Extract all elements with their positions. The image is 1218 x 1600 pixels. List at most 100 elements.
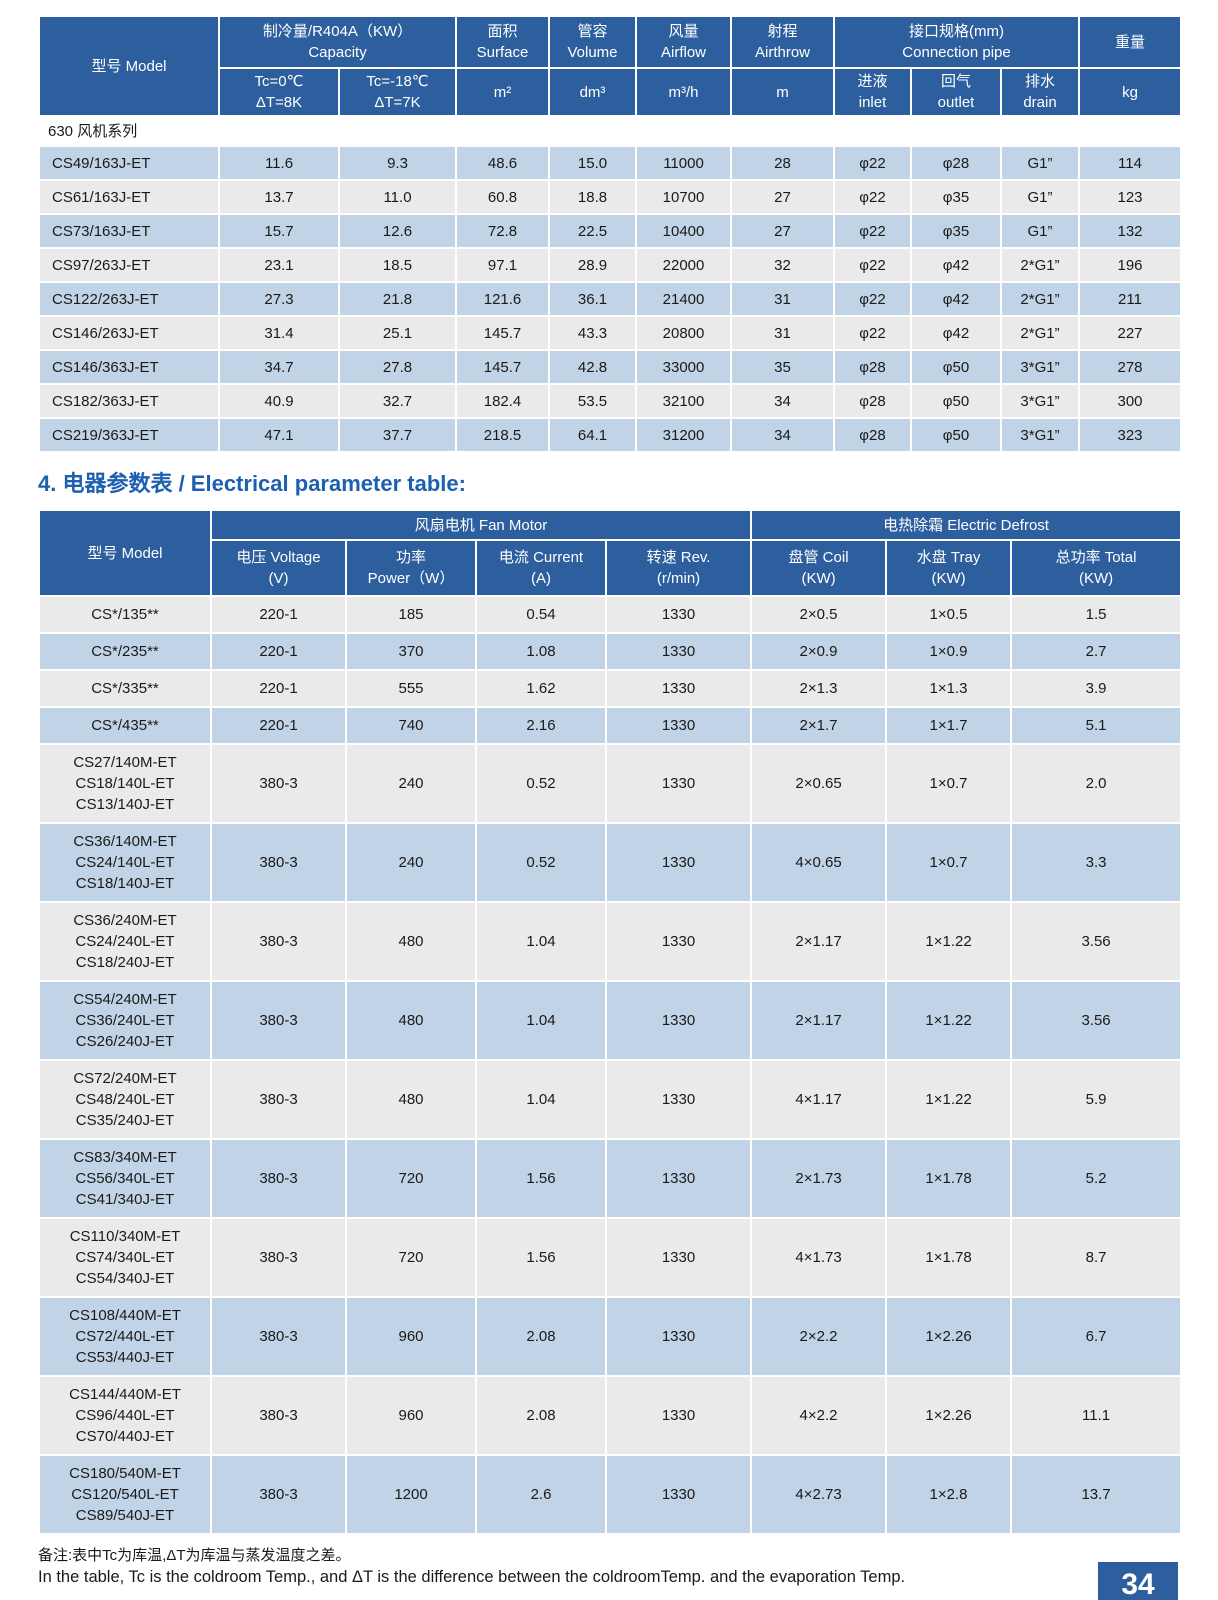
spec-header-surface: 面积 Surface: [455, 15, 551, 69]
value-cell: 300: [1078, 383, 1183, 419]
value-cell: 25.1: [337, 315, 458, 351]
value-cell: 1.56: [475, 1217, 607, 1298]
value-cell: 1330: [604, 669, 753, 708]
value-cell: 2.6: [475, 1454, 607, 1535]
value-cell: φ28: [833, 417, 913, 453]
value-cell: 3.3: [1010, 822, 1183, 903]
spec-header-row-2: Tc=0℃ ΔT=8K Tc=-18℃ ΔT=7K m² dm³ m³/h m …: [39, 67, 1183, 117]
spec-header-capacity-sub-1: Tc=0℃ ΔT=8K: [218, 67, 340, 117]
value-cell: 10700: [635, 179, 733, 215]
value-cell: 132: [1078, 213, 1183, 249]
table-row: CS*/235** 220-1 370 1.08 1330 2×0.9 1×0.9 2.7: [38, 632, 1183, 671]
model-cell: CS49/163J-ET: [38, 145, 220, 181]
value-cell: 1×1.7: [885, 706, 1013, 745]
value-cell: 34: [730, 383, 836, 419]
spec-header-pipe-group: 接口规格(mm) Connection pipe: [833, 15, 1081, 69]
table-row: CS83/340M-ET CS56/340L-ET CS41/340J-ET 38…: [38, 1138, 1183, 1219]
value-cell: 555: [345, 669, 477, 708]
spec-header-drain: 排水 drain: [1000, 67, 1081, 117]
value-cell: 370: [345, 632, 477, 671]
table-row: CS36/140M-ET CS24/140L-ET CS18/140J-ET 38…: [38, 822, 1183, 903]
value-cell: 480: [345, 901, 477, 982]
value-cell: 42.8: [548, 349, 638, 385]
series-section-label: 630 风机系列: [37, 115, 1183, 147]
value-cell: 380-3: [210, 901, 347, 982]
value-cell: 21400: [635, 281, 733, 317]
value-cell: 11.0: [337, 179, 458, 215]
value-cell: 31: [730, 315, 836, 351]
value-cell: 1×1.78: [885, 1138, 1013, 1219]
value-cell: 32100: [635, 383, 733, 419]
value-cell: 1×1.22: [885, 1059, 1013, 1140]
table-row: CS54/240M-ET CS36/240L-ET CS26/240J-ET 38…: [38, 980, 1183, 1061]
table-row: CS122/263J-ET 27.3 21.8 121.6 36.1 21400 31 φ22…: [38, 281, 1183, 317]
value-cell: 0.52: [475, 822, 607, 903]
note-chinese: 备注:表中Tc为库温,ΔT为库温与蒸发温度之差。: [38, 1547, 351, 1564]
model-cell: CS61/163J-ET: [38, 179, 220, 215]
value-cell: 3*G1”: [1000, 383, 1081, 419]
value-cell: 1.56: [475, 1138, 607, 1219]
value-cell: 1330: [604, 743, 753, 824]
value-cell: 1×0.7: [885, 822, 1013, 903]
model-cell: CS36/240M-ET CS24/240L-ET CS18/240J-ET: [38, 901, 212, 982]
value-cell: 1200: [345, 1454, 477, 1535]
value-cell: 3.9: [1010, 669, 1183, 708]
note-english: In the table, Tc is the coldroom Temp., …: [38, 1568, 906, 1586]
value-cell: φ22: [833, 315, 913, 351]
value-cell: 27.3: [218, 281, 340, 317]
value-cell: φ42: [910, 281, 1003, 317]
value-cell: 740: [345, 706, 477, 745]
spec-header-inlet: 进液 inlet: [833, 67, 913, 117]
value-cell: 145.7: [455, 349, 551, 385]
value-cell: 380-3: [210, 822, 347, 903]
table-row: CS108/440M-ET CS72/440L-ET CS53/440J-ET 3…: [38, 1296, 1183, 1377]
elec-header-tray: 水盘 Tray (KW): [885, 539, 1013, 597]
value-cell: 0.54: [475, 595, 607, 634]
value-cell: 21.8: [337, 281, 458, 317]
value-cell: 8.7: [1010, 1217, 1183, 1298]
elec-header-voltage: 电压 Voltage (V): [210, 539, 347, 597]
value-cell: 2×2.2: [750, 1296, 888, 1377]
value-cell: 123: [1078, 179, 1183, 215]
value-cell: φ50: [910, 383, 1003, 419]
value-cell: 1330: [604, 632, 753, 671]
value-cell: 48.6: [455, 145, 551, 181]
model-cell: CS146/363J-ET: [38, 349, 220, 385]
value-cell: 5.9: [1010, 1059, 1183, 1140]
value-cell: 13.7: [1010, 1454, 1183, 1535]
value-cell: 1330: [604, 1059, 753, 1140]
value-cell: 240: [345, 743, 477, 824]
table-row: CS97/263J-ET 23.1 18.5 97.1 28.9 22000 32 φ22 φ4…: [38, 247, 1183, 283]
value-cell: 1330: [604, 1138, 753, 1219]
value-cell: 32.7: [337, 383, 458, 419]
value-cell: 1.08: [475, 632, 607, 671]
value-cell: 27: [730, 179, 836, 215]
spec-header-airflow: 风量 Airflow: [635, 15, 733, 69]
value-cell: 28: [730, 145, 836, 181]
value-cell: 1.04: [475, 1059, 607, 1140]
elec-header-fan-group: 风扇电机 Fan Motor: [209, 509, 753, 541]
value-cell: 27: [730, 213, 836, 249]
value-cell: φ28: [910, 145, 1003, 181]
value-cell: 35: [730, 349, 836, 385]
value-cell: 380-3: [210, 743, 347, 824]
value-cell: 2×0.9: [750, 632, 888, 671]
notes: 备注:表中Tc为库温,ΔT为库温与蒸发温度之差。 In the table, T…: [38, 1545, 1180, 1589]
value-cell: 1.62: [475, 669, 607, 708]
value-cell: 4×2.73: [750, 1454, 888, 1535]
table-row: CS49/163J-ET 11.6 9.3 48.6 15.0 11000 28 φ22 φ28…: [38, 145, 1183, 181]
table-row: CS146/363J-ET 34.7 27.8 145.7 42.8 33000 35 φ28…: [38, 349, 1183, 385]
value-cell: 380-3: [210, 1375, 347, 1456]
value-cell: 10400: [635, 213, 733, 249]
value-cell: 22000: [635, 247, 733, 283]
value-cell: 23.1: [218, 247, 340, 283]
table-row: CS110/340M-ET CS74/340L-ET CS54/340J-ET 3…: [38, 1217, 1183, 1298]
value-cell: 720: [345, 1217, 477, 1298]
value-cell: 960: [345, 1375, 477, 1456]
model-cell: CS182/363J-ET: [38, 383, 220, 419]
value-cell: φ28: [833, 349, 913, 385]
value-cell: 3*G1”: [1000, 417, 1081, 453]
value-cell: 121.6: [455, 281, 551, 317]
value-cell: 323: [1078, 417, 1183, 453]
